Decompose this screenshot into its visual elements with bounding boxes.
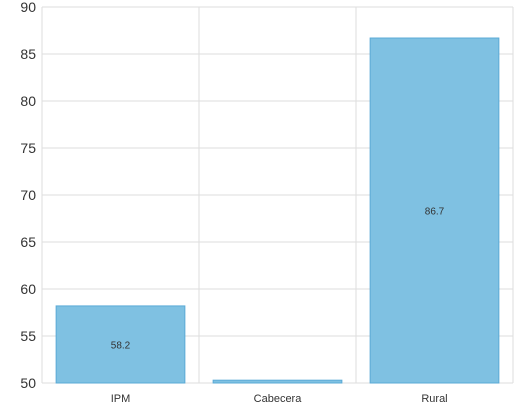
bar-ipm (55, 305, 186, 384)
x-axis-ticks: IPM Cabecera Rural (111, 393, 448, 405)
y-tick-label: 75 (20, 140, 36, 156)
x-tick-label: IPM (111, 393, 131, 405)
data-label: 58.2 (111, 340, 131, 351)
data-labels: 58.2 86.7 (111, 207, 445, 352)
bars (55, 37, 500, 384)
y-tick-label: 50 (20, 375, 36, 391)
y-axis-ticks: 50 55 60 65 70 75 80 85 90 (20, 0, 36, 391)
x-tick-label: Cabecera (254, 393, 303, 405)
y-tick-label: 65 (20, 234, 36, 250)
y-tick-label: 60 (20, 281, 36, 297)
y-tick-label: 90 (20, 0, 36, 15)
bar-cabecera (212, 379, 343, 384)
y-tick-label: 85 (20, 46, 36, 62)
x-tick-label: Rural (421, 393, 447, 405)
y-tick-label: 70 (20, 187, 36, 203)
y-tick-label: 80 (20, 93, 36, 109)
data-label: 86.7 (425, 207, 445, 218)
grid-lines (41, 6, 514, 384)
bar-rural (369, 37, 500, 384)
y-tick-label: 55 (20, 328, 36, 344)
